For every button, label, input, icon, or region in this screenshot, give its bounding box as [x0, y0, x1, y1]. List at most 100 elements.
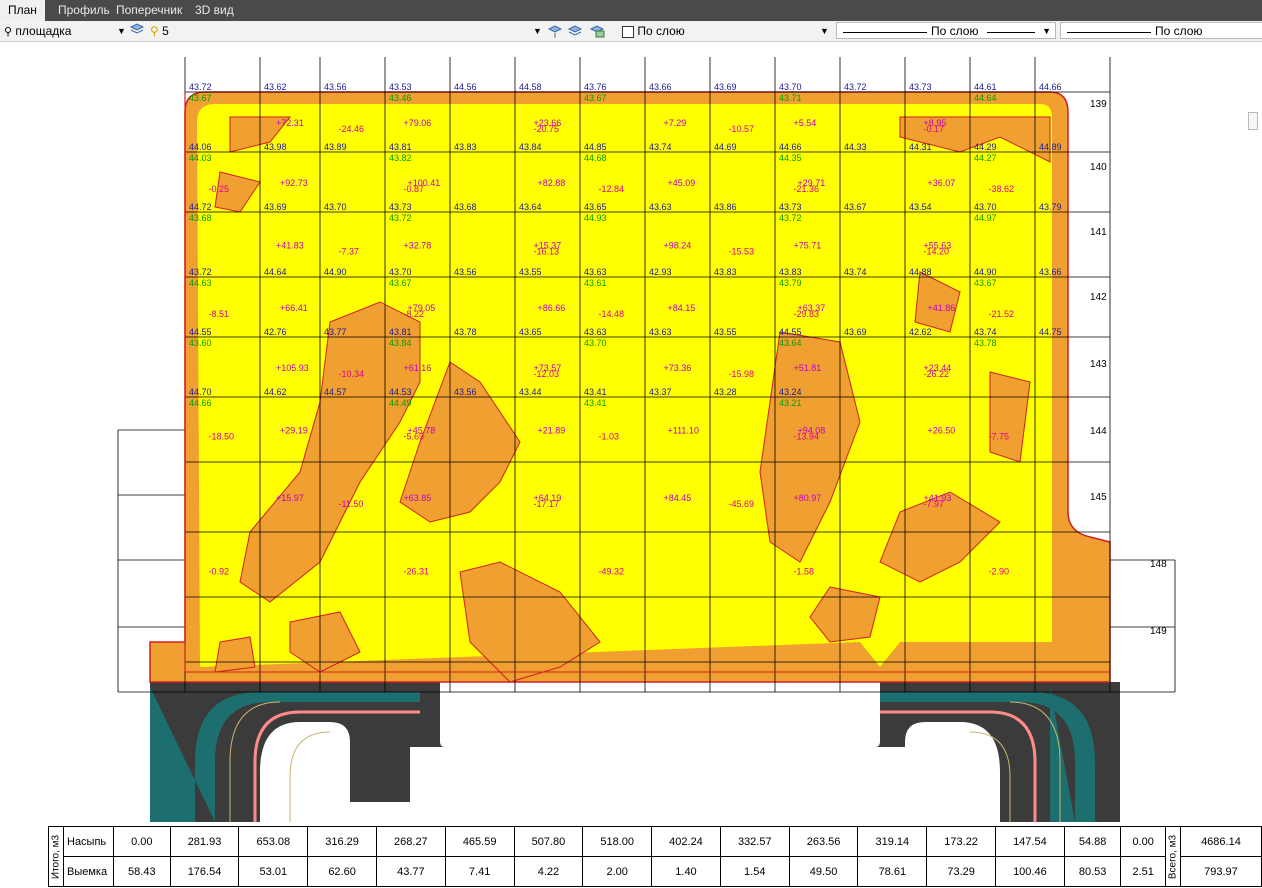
- cut-volume-label: -7.75: [989, 432, 1010, 442]
- existing-elevation-label: 44.06: [189, 142, 212, 152]
- fill-volume-label: +26.50: [928, 426, 956, 436]
- cut-total: 793.97: [1179, 856, 1262, 887]
- fill-total: 4686.14: [1179, 826, 1262, 857]
- cut-volume-label: -2.90: [989, 567, 1010, 577]
- existing-elevation-label: 43.83: [779, 267, 802, 277]
- grid-column-number: 145: [1090, 492, 1107, 503]
- by-layer-checkbox-label: По слою: [637, 24, 685, 38]
- existing-elevation-label: 43.70: [389, 267, 412, 277]
- design-elevation-label: 44.97: [974, 213, 997, 223]
- linetype-select[interactable]: По слою ▼: [836, 22, 1056, 39]
- road-structure: [150, 682, 1120, 822]
- cut-volume-label: -14.48: [599, 309, 625, 319]
- fill-cell: 465.59: [444, 826, 515, 857]
- design-elevation-label: 43.82: [389, 153, 412, 163]
- existing-elevation-label: 43.84: [519, 142, 542, 152]
- design-elevation-label: 44.66: [189, 398, 212, 408]
- existing-elevation-label: 43.86: [714, 202, 737, 212]
- cut-volume-label: -24.46: [339, 124, 365, 134]
- grid-column-number: 143: [1090, 359, 1107, 370]
- existing-elevation-label: 43.69: [714, 82, 737, 92]
- fill-volume-label: +75.71: [794, 241, 822, 251]
- existing-elevation-label: 43.72: [189, 82, 212, 92]
- fill-volume-label: +55.63: [924, 241, 952, 251]
- design-elevation-label: 43.67: [189, 93, 212, 103]
- cut-row-label: Выемка: [63, 856, 114, 887]
- design-elevation-label: 43.72: [389, 213, 412, 223]
- existing-elevation-label: 43.74: [649, 142, 672, 152]
- existing-elevation-label: 43.81: [389, 142, 412, 152]
- cut-cell: 49.50: [788, 856, 859, 887]
- cut-volume-label: -21.52: [989, 309, 1015, 319]
- fill-volume-label: +41.93: [924, 493, 952, 503]
- fill-volume-label: +5.54: [794, 118, 817, 128]
- cut-volume-label: -45.69: [729, 499, 755, 509]
- scroll-handle[interactable]: [1248, 112, 1258, 130]
- existing-elevation-label: 43.66: [649, 82, 672, 92]
- design-elevation-label: 43.67: [974, 278, 997, 288]
- checkbox-icon: [622, 25, 634, 38]
- fill-volume-label: +94.08: [798, 426, 826, 436]
- cut-volume-label: -17.17: [534, 499, 560, 509]
- existing-elevation-label: 43.72: [844, 82, 867, 92]
- tab-plan[interactable]: План: [0, 0, 45, 21]
- fill-volume-label: +79.05: [408, 303, 436, 313]
- surface-selector[interactable]: ⚲ площадка: [4, 21, 71, 41]
- fill-cell: 319.14: [857, 826, 928, 857]
- tab-3d-view[interactable]: 3D вид: [195, 3, 234, 17]
- existing-elevation-label: 43.89: [324, 142, 347, 152]
- fill-cell: 316.29: [307, 826, 377, 857]
- design-elevation-label: 43.46: [389, 93, 412, 103]
- fill-volume-label: +32.78: [404, 241, 432, 251]
- fill-volume-label: +72.31: [276, 118, 304, 128]
- bulb-icon: ⚲: [4, 26, 13, 38]
- cut-volume-label: -29.83: [794, 309, 820, 319]
- fill-row: Итого, м3 Насыпь 0.00 281.93 653.08 316.…: [48, 826, 1262, 887]
- tab-profile[interactable]: Профиль: [58, 3, 110, 17]
- layer-field[interactable]: ⚲ 5: [150, 21, 169, 41]
- layers-icon[interactable]: [129, 21, 145, 41]
- existing-elevation-label: 43.66: [1039, 267, 1062, 277]
- cut-cell: 78.61: [857, 856, 928, 887]
- cut-volume-label: -7.37: [339, 247, 360, 257]
- drawing-canvas[interactable]: 139 140 141 142 143 144 145 148 149 +72.31 +79.06 +…: [0, 42, 1262, 822]
- cut-cell: 1.40: [651, 856, 721, 887]
- fill-volume-label: +100.41: [408, 178, 441, 188]
- cut-volume-label: -11.50: [339, 499, 364, 509]
- cut-volume-label: -49.32: [599, 567, 625, 577]
- existing-elevation-label: 43.74: [844, 267, 867, 277]
- surface-dropdown-arrow[interactable]: ▼: [117, 26, 126, 36]
- fill-volume-label: +73.57: [534, 363, 562, 373]
- existing-elevation-label: 44.90: [324, 267, 347, 277]
- cut-volume-label: -15.53: [729, 247, 755, 257]
- existing-elevation-label: 44.56: [454, 82, 477, 92]
- lineweight-select[interactable]: По слою: [1060, 22, 1262, 39]
- cut-volume-label: -0.17: [924, 124, 945, 134]
- design-elevation-label: 43.61: [584, 278, 607, 288]
- existing-elevation-label: 42.76: [264, 327, 287, 337]
- layer-tools-icons[interactable]: [546, 21, 618, 41]
- fill-volume-label: +92.73: [280, 178, 308, 188]
- color-dropdown-arrow[interactable]: ▼: [820, 26, 829, 36]
- fill-volume-label: +79.06: [404, 118, 432, 128]
- existing-elevation-label: 43.70: [974, 202, 997, 212]
- existing-elevation-label: 43.79: [1039, 202, 1062, 212]
- by-layer-checkbox[interactable]: По слою: [622, 21, 685, 41]
- existing-elevation-label: 43.54: [909, 202, 932, 212]
- fill-volume-label: +29.71: [798, 178, 826, 188]
- fill-cell: 0.00: [1120, 826, 1166, 857]
- existing-elevation-label: 44.64: [264, 267, 287, 277]
- cut-volume-label: -0.87: [404, 184, 425, 194]
- design-elevation-label: 43.68: [189, 213, 212, 223]
- existing-elevation-label: 44.33: [844, 142, 867, 152]
- cut-volume-label: -12.03: [534, 369, 560, 379]
- existing-elevation-label: 43.63: [584, 267, 607, 277]
- fill-volume-label: +111.10: [668, 426, 699, 436]
- linetype-label: По слою: [931, 24, 979, 38]
- existing-elevation-label: 43.69: [264, 202, 287, 212]
- existing-elevation-label: 43.24: [779, 387, 802, 397]
- fill-volume-label: +29.19: [280, 426, 308, 436]
- layer-dropdown-arrow[interactable]: ▼: [533, 26, 542, 36]
- design-elevation-label: 43.70: [584, 338, 607, 348]
- tab-cross-section[interactable]: Поперечник: [116, 3, 183, 17]
